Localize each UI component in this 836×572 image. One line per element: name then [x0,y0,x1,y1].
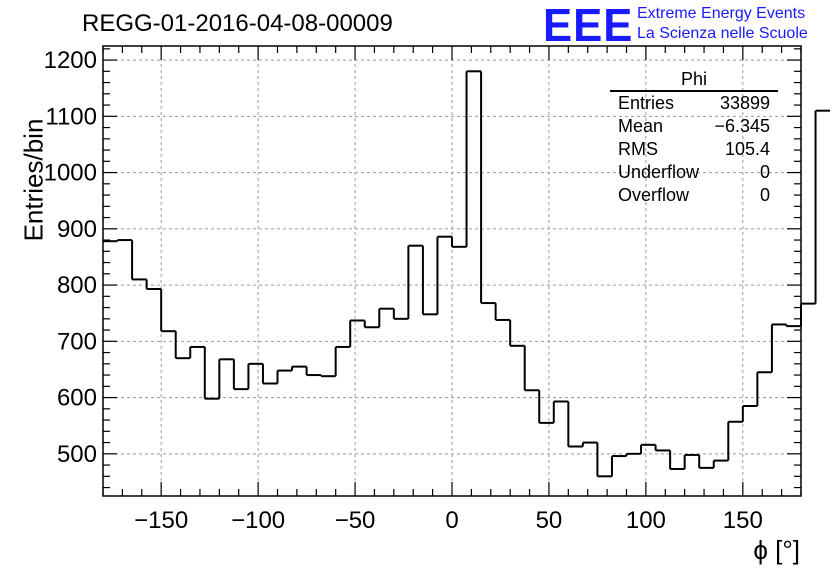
stats-value: −6.345 [714,116,770,136]
grid-lines [103,46,801,496]
stats-value: 0 [759,185,770,205]
chart-title: REGG-01-2016-04-08-00009 [82,10,393,37]
stats-value: 33899 [719,93,770,113]
y-axis-label: Entries/bin [18,118,49,242]
x-tick-label: 150 [723,507,763,534]
stats-label: Overflow [618,185,690,205]
stats-label: RMS [618,139,658,159]
histogram-bins [103,70,831,478]
x-axis-label: ϕ [°] [753,535,800,565]
stats-box: Phi Entries 33899 Mean −6.345 RMS 105.4 … [610,68,778,207]
eee-logo: EEE [543,0,634,51]
stats-row-rms: RMS 105.4 [610,138,778,161]
stats-row-entries: Entries 33899 [610,92,778,115]
x-tick-label: −100 [231,507,285,534]
stats-label: Mean [618,116,664,136]
tick-marks [102,46,802,496]
stats-row-mean: Mean −6.345 [610,115,778,138]
y-tick-label: 900 [57,216,97,243]
x-tick-label: 100 [626,507,666,534]
y-tick-label: 1000 [44,160,97,187]
stats-name: Phi [610,68,778,92]
x-tick-label: 50 [536,507,563,534]
stats-label: Entries [618,93,675,113]
logo-text-line2: La Scienza nelle Scuole [637,25,808,42]
tick-labels: −150 −100 −50 0 50 100 150 500 600 700 800 900 1000 1… [44,47,763,534]
stats-value: 0 [759,162,770,182]
y-tick-label: 1100 [45,103,97,130]
y-tick-label: 1200 [44,47,97,74]
y-tick-label: 600 [57,385,97,412]
stats-value: 105.4 [724,139,770,159]
stats-label: Underflow [618,162,700,182]
y-tick-label: 800 [57,272,97,299]
y-tick-label: 700 [57,328,97,355]
x-tick-label: −150 [134,507,188,534]
stats-row-overflow: Overflow 0 [610,184,778,207]
logo-text-line1: Extreme Energy Events [637,5,806,22]
y-tick-label: 500 [57,441,97,468]
x-tick-label: −50 [335,507,376,534]
stats-row-underflow: Underflow 0 [610,161,778,184]
x-tick-label: 0 [445,507,458,534]
